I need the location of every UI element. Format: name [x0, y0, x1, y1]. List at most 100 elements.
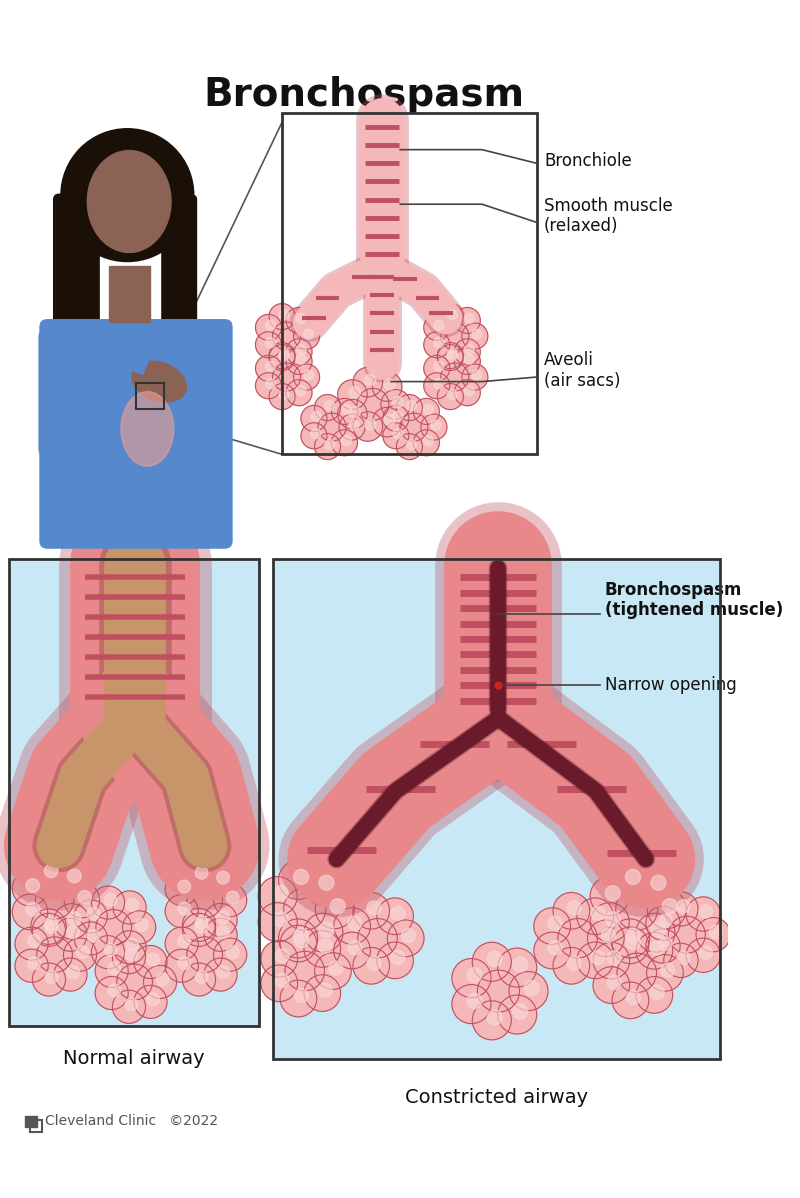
Circle shape	[377, 942, 414, 979]
Circle shape	[294, 323, 319, 349]
Circle shape	[301, 405, 327, 431]
Circle shape	[165, 895, 198, 927]
Circle shape	[134, 945, 167, 979]
Circle shape	[454, 349, 480, 375]
Circle shape	[37, 937, 73, 973]
Circle shape	[636, 932, 673, 969]
Circle shape	[406, 400, 417, 411]
Circle shape	[304, 866, 343, 906]
Text: Bronchiole: Bronchiole	[544, 152, 632, 170]
Circle shape	[311, 411, 321, 422]
Circle shape	[590, 903, 630, 942]
Circle shape	[214, 938, 246, 972]
Circle shape	[182, 913, 215, 946]
Circle shape	[498, 996, 537, 1034]
Circle shape	[349, 406, 361, 418]
Circle shape	[616, 888, 658, 930]
Circle shape	[286, 349, 312, 375]
Circle shape	[553, 948, 590, 984]
Circle shape	[402, 928, 415, 943]
Circle shape	[315, 890, 354, 928]
Circle shape	[391, 950, 405, 964]
Circle shape	[45, 921, 58, 933]
Circle shape	[125, 998, 138, 1011]
Circle shape	[668, 916, 706, 954]
Circle shape	[447, 309, 458, 320]
Circle shape	[650, 940, 664, 955]
Circle shape	[612, 982, 649, 1018]
Circle shape	[548, 916, 562, 931]
Circle shape	[677, 900, 690, 913]
Circle shape	[372, 371, 402, 401]
Circle shape	[122, 910, 156, 944]
Circle shape	[534, 908, 570, 944]
Circle shape	[303, 329, 314, 339]
Circle shape	[104, 894, 117, 907]
FancyBboxPatch shape	[54, 194, 99, 442]
Circle shape	[266, 362, 275, 371]
Circle shape	[26, 878, 39, 893]
Circle shape	[384, 379, 395, 391]
Circle shape	[117, 964, 153, 1000]
Circle shape	[95, 976, 128, 1010]
Circle shape	[30, 855, 66, 891]
Circle shape	[273, 912, 288, 927]
Circle shape	[662, 898, 678, 914]
Circle shape	[452, 958, 491, 998]
Circle shape	[392, 397, 404, 407]
FancyBboxPatch shape	[40, 320, 232, 547]
Circle shape	[286, 308, 312, 333]
Circle shape	[74, 922, 107, 955]
Circle shape	[135, 919, 148, 931]
Circle shape	[513, 957, 528, 972]
Circle shape	[294, 364, 319, 391]
Circle shape	[610, 860, 650, 900]
Circle shape	[217, 912, 230, 924]
Circle shape	[104, 943, 117, 956]
Circle shape	[266, 338, 275, 347]
Circle shape	[553, 893, 590, 930]
Circle shape	[353, 893, 390, 930]
Circle shape	[651, 922, 666, 937]
Circle shape	[91, 887, 125, 919]
Circle shape	[325, 440, 334, 449]
Circle shape	[400, 413, 428, 441]
Circle shape	[329, 961, 342, 975]
Circle shape	[12, 871, 48, 906]
Circle shape	[165, 927, 198, 960]
Circle shape	[487, 1010, 502, 1024]
Circle shape	[32, 913, 66, 946]
Circle shape	[30, 909, 66, 944]
Circle shape	[261, 940, 298, 978]
Circle shape	[467, 968, 482, 982]
Ellipse shape	[121, 392, 174, 466]
Circle shape	[318, 939, 332, 954]
Circle shape	[607, 975, 622, 990]
Circle shape	[602, 928, 616, 943]
Circle shape	[266, 379, 275, 388]
Circle shape	[314, 434, 341, 460]
Circle shape	[28, 957, 41, 969]
Circle shape	[664, 891, 698, 926]
Circle shape	[165, 949, 198, 982]
FancyBboxPatch shape	[162, 195, 197, 395]
Circle shape	[696, 918, 730, 951]
Circle shape	[66, 966, 79, 979]
Circle shape	[424, 332, 450, 358]
Circle shape	[91, 936, 125, 969]
Circle shape	[647, 890, 686, 928]
Circle shape	[353, 412, 382, 441]
Circle shape	[626, 991, 640, 1005]
Circle shape	[636, 976, 673, 1014]
Circle shape	[303, 370, 314, 380]
Circle shape	[383, 423, 409, 449]
Circle shape	[686, 938, 720, 973]
Circle shape	[406, 440, 417, 449]
Circle shape	[651, 876, 666, 890]
Circle shape	[577, 942, 614, 979]
Circle shape	[204, 864, 237, 897]
Circle shape	[146, 993, 159, 1005]
Circle shape	[108, 962, 121, 975]
Circle shape	[217, 926, 230, 938]
Circle shape	[269, 343, 295, 369]
